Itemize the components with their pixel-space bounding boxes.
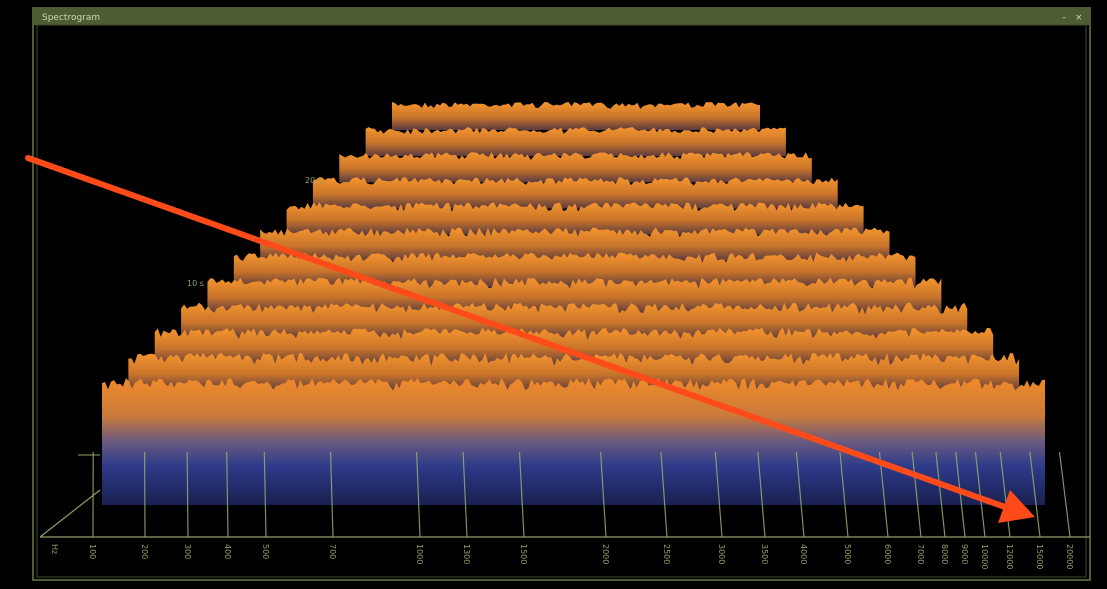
frequency-tick-label: 3000: [717, 544, 726, 564]
frequency-tick-label: 700: [328, 544, 337, 559]
frequency-tick-label: 7000: [916, 544, 925, 564]
spectrum-ridge: [365, 127, 786, 157]
time-axis: [39, 489, 101, 538]
frequency-tick-label: 15000: [1035, 544, 1044, 569]
frequency-tick-label: 500: [261, 544, 270, 559]
frequency-grid-line: [1058, 451, 1071, 538]
frequency-grid-line: [955, 451, 966, 538]
time-tick-label: 10 s: [187, 279, 204, 288]
spectrum-ridge: [286, 202, 864, 235]
close-button[interactable]: ×: [1075, 13, 1083, 23]
spectrum-ridge: [102, 378, 1045, 505]
frequency-tick-label: 4000: [799, 544, 808, 564]
arrow-shaft: [25, 155, 1008, 510]
frequency-tick-label: 2000: [601, 544, 610, 564]
frequency-grid-line: [795, 451, 805, 538]
frequency-grid-line: [263, 451, 267, 538]
spectrum-ridge: [128, 352, 1020, 392]
spectrum-ridge: [181, 302, 968, 340]
frequency-tick-label: 400: [223, 544, 232, 559]
frequency-grid-line: [999, 451, 1011, 538]
frequency-tick-label: 6000: [883, 544, 892, 564]
frequency-grid-line: [878, 451, 889, 538]
frequency-tick-label: 300: [183, 544, 192, 559]
frequency-grid-line: [757, 451, 766, 538]
frequency-unit: Hz: [50, 544, 59, 554]
frequency-tick-label: 100: [88, 544, 97, 559]
spectrum-ridge: [154, 327, 994, 366]
frequency-grid-line: [935, 451, 946, 538]
spectrum-ridge: [233, 252, 916, 288]
plot-frame: [36, 24, 1087, 578]
frequency-tick-label: 1300: [462, 544, 471, 564]
frequency-grid-line: [416, 451, 421, 538]
spectrum-ridge: [392, 102, 760, 130]
time-tick-label: 20 s: [305, 176, 322, 185]
frequency-grid-line: [714, 451, 723, 538]
frequency-tick-label: 1000: [415, 544, 424, 564]
annotation-arrow: [25, 155, 1035, 523]
frequency-grid-line: [599, 451, 607, 538]
arrow-head: [998, 490, 1035, 523]
frequency-tick-label: 10000: [980, 544, 989, 569]
frequency-grid-line: [226, 451, 229, 538]
frequency-grid-line: [1029, 451, 1041, 538]
frequency-tick-label: 12000: [1005, 544, 1014, 569]
frequency-tick-label: 2500: [662, 544, 671, 564]
frequency-tick-label: 5000: [843, 544, 852, 564]
frequency-tick-label: 9000: [960, 544, 969, 564]
frequency-grid-line: [660, 451, 668, 538]
frequency-tick-label: 3500: [760, 544, 769, 564]
labels: Hz 10 s 20 s 100 200 300 400 500 700 1000 1300 1…: [50, 176, 1074, 569]
spectrum-ridge: [339, 152, 812, 183]
frequency-tick-label: 200: [140, 544, 149, 559]
frequency-tick-label: 20000: [1065, 544, 1074, 569]
frequency-grid-line: [911, 451, 922, 538]
spectrum-ridges: [102, 102, 1045, 505]
title-bar: [33, 8, 1090, 25]
frequency-grid-line: [974, 451, 986, 538]
frequency-tick-label: 8000: [940, 544, 949, 564]
frequency-tick-label: 1500: [519, 544, 528, 564]
frequency-grid-line: [329, 451, 334, 538]
frequency-grid-line: [462, 451, 468, 538]
frequency-grid-line: [839, 451, 849, 538]
axes: [39, 451, 1090, 538]
window-title: Spectrogram: [42, 13, 100, 23]
frequency-grid-line: [186, 451, 189, 538]
frequency-grid-line: [518, 451, 525, 538]
spectrum-ridge: [312, 177, 838, 209]
minimize-button[interactable]: –: [1062, 13, 1067, 23]
spectrum-ridge: [260, 227, 890, 261]
